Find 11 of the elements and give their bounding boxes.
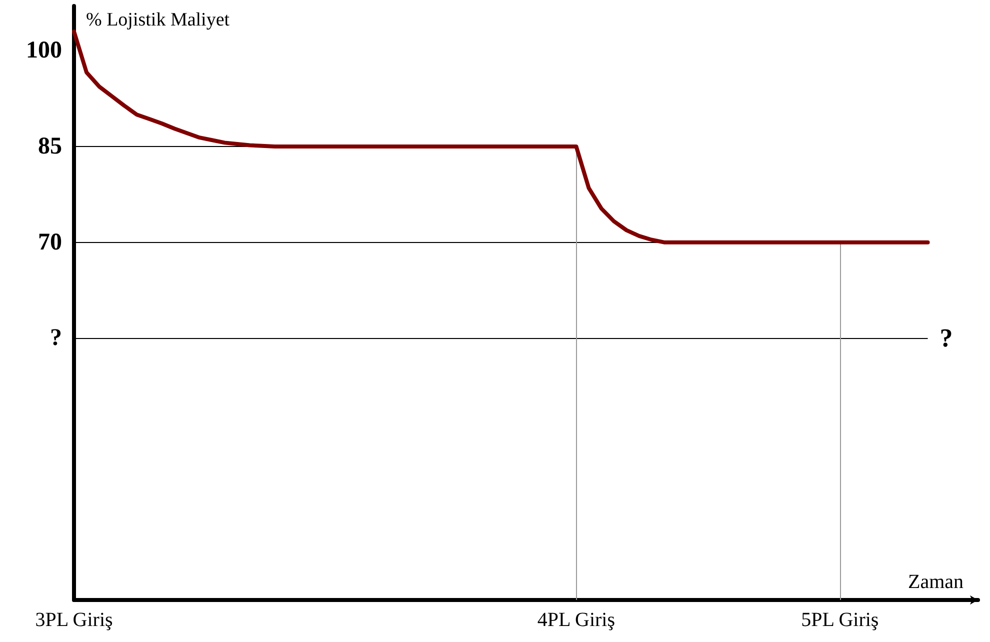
x-tick-label: 4PL Giriş	[537, 609, 616, 631]
ref-line-label: ?	[940, 324, 953, 353]
y-tick-label: 85	[38, 134, 62, 160]
y-axis-title: % Lojistik Maliyet	[86, 10, 230, 30]
y-tick-label: 100	[26, 38, 62, 64]
x-axis-title: Zaman	[908, 571, 964, 593]
y-tick-label: ?	[50, 325, 62, 352]
x-tick-label: 5PL Giriş	[801, 609, 879, 631]
line-series	[72, 30, 930, 244]
x-tick-label: 3PL Giriş	[35, 609, 114, 631]
y-tick-label: 70	[38, 229, 62, 256]
